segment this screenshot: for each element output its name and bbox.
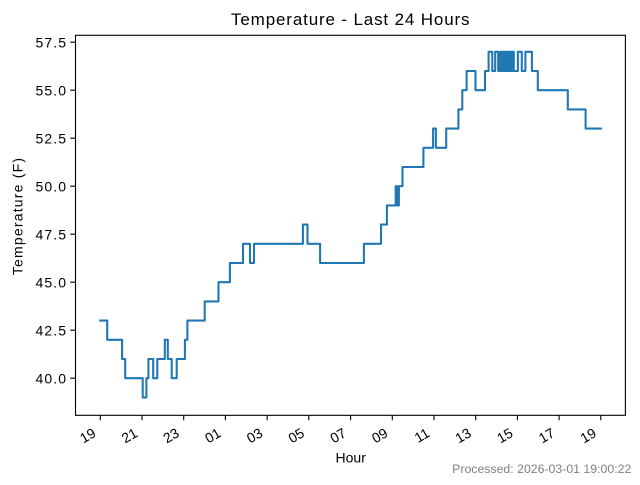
svg-text:19: 19 [577,424,599,446]
svg-text:Temperature (F): Temperature (F) [10,157,26,275]
svg-text:01: 01 [202,424,224,446]
svg-text:13: 13 [452,424,474,446]
svg-text:47.5: 47.5 [35,227,67,243]
svg-text:11: 11 [412,424,433,445]
svg-text:03: 03 [244,424,266,446]
svg-text:50.0: 50.0 [35,179,67,195]
svg-text:15: 15 [494,424,516,446]
svg-text:23: 23 [160,424,182,446]
svg-text:19: 19 [77,424,99,446]
svg-text:45.0: 45.0 [35,275,67,291]
svg-text:17: 17 [536,424,558,446]
svg-text:21: 21 [119,424,141,446]
svg-text:07: 07 [327,424,349,446]
svg-text:40.0: 40.0 [35,371,67,387]
svg-text:Processed: 2026-03-01 19:00:22: Processed: 2026-03-01 19:00:22 [452,462,631,476]
svg-text:42.5: 42.5 [35,323,67,339]
svg-text:05: 05 [285,424,307,446]
svg-text:Hour: Hour [336,449,367,465]
svg-text:57.5: 57.5 [35,35,67,51]
svg-text:Temperature - Last 24 Hours: Temperature - Last 24 Hours [231,10,470,29]
svg-text:09: 09 [369,424,391,446]
svg-text:52.5: 52.5 [35,131,67,147]
svg-text:55.0: 55.0 [35,83,67,99]
